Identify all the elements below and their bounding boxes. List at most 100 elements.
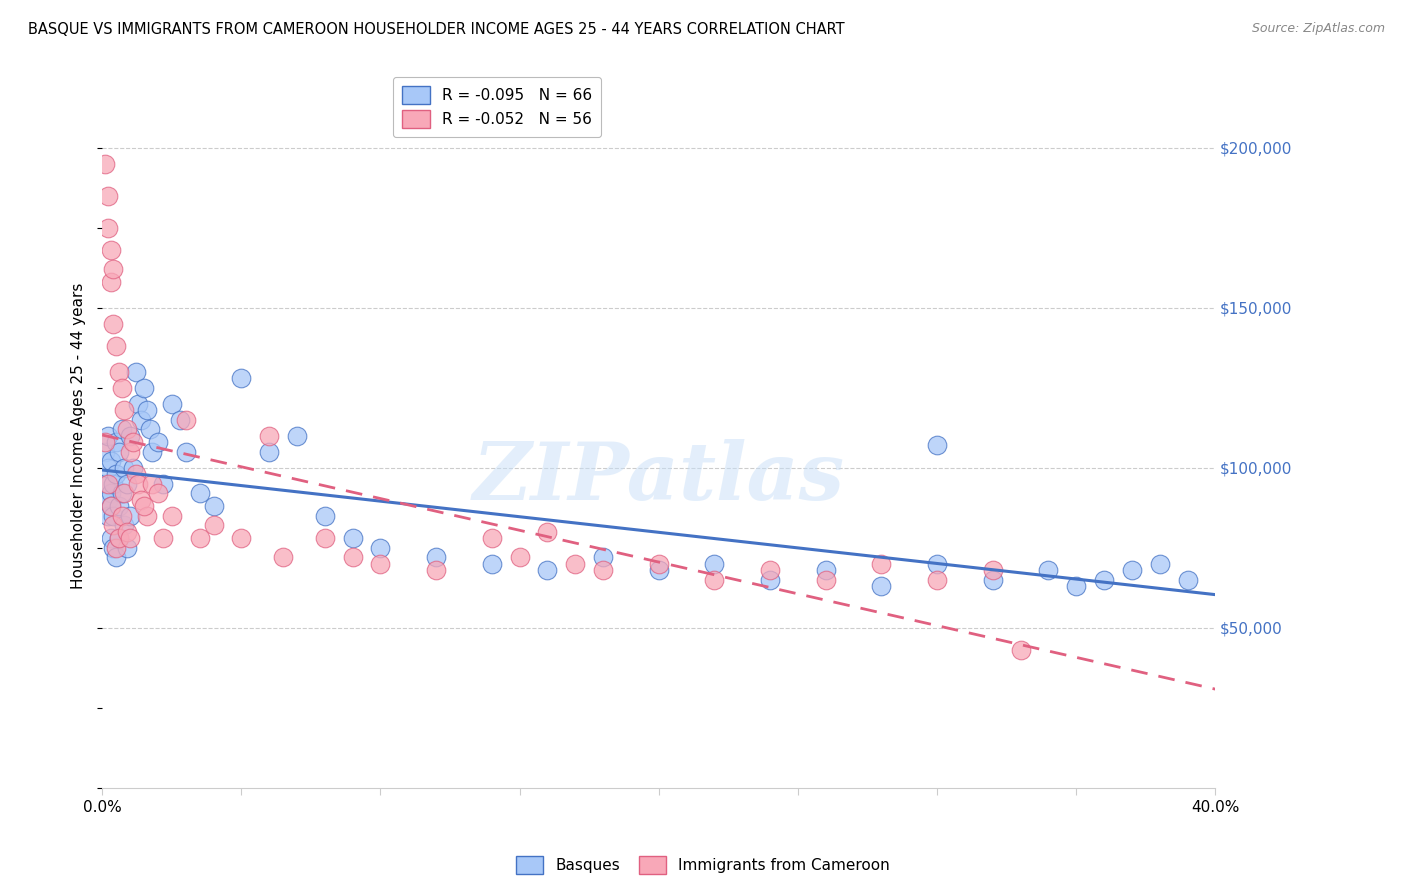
Point [105, 339, 128, 353]
Point [257, 444, 280, 458]
Point [342, 550, 364, 565]
Point [100, 499, 122, 513]
Point [138, 422, 160, 436]
Point [114, 460, 136, 475]
Point [111, 422, 134, 436]
Point [536, 524, 558, 539]
Point [97, 220, 120, 235]
Point [814, 573, 837, 587]
Point [117, 476, 139, 491]
Point [129, 492, 152, 507]
Point [925, 438, 948, 452]
Point [111, 486, 134, 500]
Point [94, 435, 117, 450]
Point [925, 573, 948, 587]
Point [132, 499, 155, 513]
Point [114, 403, 136, 417]
Point [592, 550, 614, 565]
Point [481, 557, 503, 571]
Point [108, 531, 131, 545]
Point [370, 541, 392, 555]
Point [111, 508, 134, 523]
Point [103, 476, 125, 491]
Point [152, 476, 174, 491]
Point [1149, 557, 1171, 571]
Point [981, 563, 1004, 577]
Point [870, 579, 893, 593]
Text: Source: ZipAtlas.com: Source: ZipAtlas.com [1251, 22, 1385, 36]
Point [118, 531, 141, 545]
Point [103, 541, 125, 555]
Point [342, 531, 364, 545]
Point [124, 467, 146, 481]
Point [105, 550, 128, 565]
Point [146, 435, 169, 450]
Point [370, 557, 392, 571]
Point [114, 518, 136, 533]
Point [174, 412, 197, 426]
Point [141, 444, 163, 458]
Point [169, 412, 191, 426]
Point [648, 557, 671, 571]
Point [231, 531, 253, 545]
Point [759, 563, 782, 577]
Point [121, 435, 143, 450]
Point [160, 508, 183, 523]
Point [257, 428, 280, 442]
Point [114, 486, 136, 500]
Point [108, 365, 131, 379]
Point [1064, 579, 1087, 593]
Point [425, 563, 447, 577]
Point [870, 557, 893, 571]
Point [103, 518, 125, 533]
Point [94, 444, 117, 458]
Point [188, 531, 211, 545]
Point [118, 428, 141, 442]
Point [118, 508, 141, 523]
Point [121, 460, 143, 475]
Legend: R = -0.095   N = 66, R = -0.052   N = 56: R = -0.095 N = 66, R = -0.052 N = 56 [394, 77, 602, 136]
Point [703, 557, 725, 571]
Point [105, 435, 128, 450]
Point [814, 563, 837, 577]
Point [509, 550, 531, 565]
Point [285, 428, 308, 442]
Point [202, 518, 225, 533]
Point [103, 262, 125, 277]
Point [97, 492, 120, 507]
Point [188, 486, 211, 500]
Point [108, 499, 131, 513]
Point [111, 381, 134, 395]
Point [536, 563, 558, 577]
Point [100, 275, 122, 289]
Point [127, 397, 149, 411]
Point [97, 428, 120, 442]
Point [135, 508, 157, 523]
Point [100, 454, 122, 468]
Point [703, 573, 725, 587]
Point [592, 563, 614, 577]
Point [100, 486, 122, 500]
Point [105, 541, 128, 555]
Point [124, 365, 146, 379]
Point [132, 381, 155, 395]
Point [129, 412, 152, 426]
Point [100, 243, 122, 257]
Point [1121, 563, 1143, 577]
Point [117, 541, 139, 555]
Point [127, 476, 149, 491]
Point [146, 486, 169, 500]
Point [117, 422, 139, 436]
Point [97, 460, 120, 475]
Point [117, 524, 139, 539]
Point [564, 557, 586, 571]
Point [108, 444, 131, 458]
Point [103, 508, 125, 523]
Point [97, 508, 120, 523]
Point [174, 444, 197, 458]
Point [108, 531, 131, 545]
Point [314, 531, 336, 545]
Text: BASQUE VS IMMIGRANTS FROM CAMEROON HOUSEHOLDER INCOME AGES 25 - 44 YEARS CORRELA: BASQUE VS IMMIGRANTS FROM CAMEROON HOUSE… [28, 22, 845, 37]
Point [231, 371, 253, 385]
Point [160, 397, 183, 411]
